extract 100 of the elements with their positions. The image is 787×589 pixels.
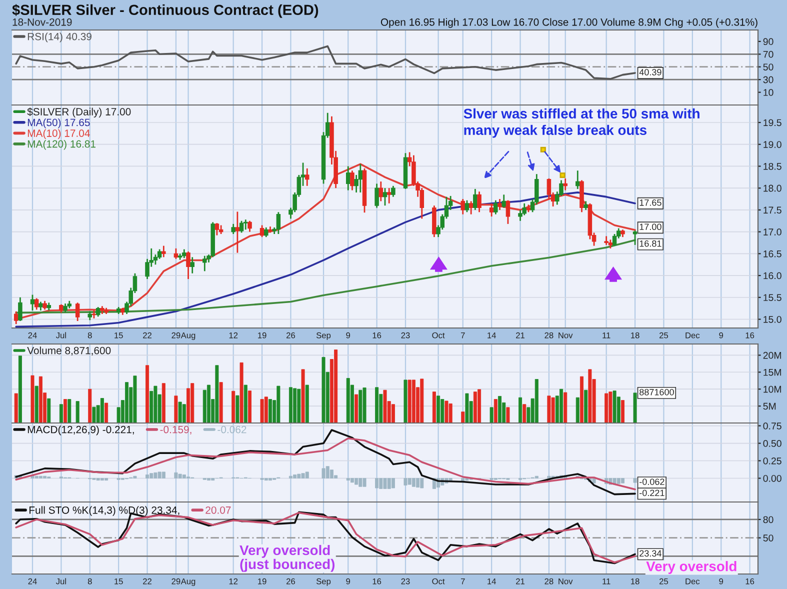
y-tick-label: 10 — [764, 89, 774, 96]
y-tick-label: 50 — [763, 534, 774, 542]
annotation: -0.062 — [640, 478, 664, 485]
y-tick-label: 80 — [763, 516, 774, 524]
legend-label: MA(50) 17.65 — [28, 118, 90, 128]
x-tick-label: Oct — [432, 578, 445, 584]
y-tick-label: 15.5 — [764, 294, 782, 302]
x-tick-label: 11 — [602, 332, 610, 338]
y-tick-label: 0.00 — [763, 474, 782, 482]
y-tick-label: 19.0 — [764, 141, 782, 148]
x-tick-label: 23 — [401, 332, 410, 338]
chart-title: $SILVER Silver - Continuous Contract (EOD) — [12, 4, 318, 18]
y-tick-label: 90 — [763, 38, 774, 46]
y-tick-label: 15M — [764, 368, 781, 376]
annotation: -0.221 — [640, 490, 664, 496]
x-tick-label: 25 — [660, 578, 668, 584]
x-tick-label: Dec — [686, 332, 700, 338]
x-tick-label: 7 — [460, 332, 465, 338]
y-tick-label: 0.25 — [763, 457, 782, 464]
legend-label: MA(10) 17.04 — [28, 129, 90, 139]
y-tick-label: 19.5 — [764, 119, 782, 126]
x-tick-label: 21 — [516, 578, 524, 584]
x-tick-label: 11 — [602, 578, 610, 584]
x-tick-label: 18 — [631, 332, 640, 338]
y-tick-label: 15.0 — [764, 316, 782, 323]
x-tick-label: 28 — [544, 332, 554, 338]
x-tick-label: Aug — [180, 578, 196, 586]
y-tick-label: 30 — [763, 76, 774, 84]
x-tick-label: Sep — [316, 332, 331, 340]
y-tick-label: 5M — [763, 402, 776, 410]
y-tick-label: 70 — [763, 50, 774, 58]
x-tick-label: 23 — [401, 578, 410, 584]
x-tick-label: 14 — [488, 332, 496, 338]
x-tick-label: Jul — [56, 332, 66, 338]
x-tick-label: Jul — [56, 578, 66, 584]
x-tick-label: 25 — [660, 332, 668, 338]
legend-label: -0.159, — [160, 426, 192, 434]
x-tick-label: 22 — [143, 332, 152, 338]
x-tick-label: 29 — [172, 332, 180, 338]
x-tick-label: 9 — [346, 332, 350, 338]
annotation: 16.81 — [640, 240, 662, 247]
x-tick-label: 24 — [28, 332, 37, 338]
y-tick-label: 17.5 — [764, 206, 782, 214]
annotation: 17.65 — [640, 199, 662, 206]
y-tick-label: 18.5 — [764, 162, 782, 170]
annotation: Very oversold (just bounced) — [240, 544, 335, 572]
y-tick-label: 16.0 — [764, 272, 782, 280]
text: Open 16.95 High 17.03 Low 16.70 Close 17.00 Volume 8.9M Chg +0.05 (+0.31%) — [380, 18, 758, 28]
x-tick-label: 12 — [229, 332, 238, 338]
x-tick-label: 16 — [746, 578, 754, 584]
x-tick-label: 16 — [746, 332, 754, 338]
x-tick-label: 7 — [460, 578, 465, 584]
x-tick-label: 8 — [88, 578, 92, 584]
x-tick-label: 26 — [286, 578, 295, 584]
x-tick-label: Dec — [686, 578, 700, 584]
y-tick-label: 16.5 — [764, 250, 782, 258]
x-tick-label: 19 — [258, 578, 266, 584]
x-tick-label: 16 — [372, 578, 382, 584]
x-tick-label: 19 — [258, 332, 266, 338]
legend-label: $SILVER (Daily) 17.00 — [27, 108, 131, 118]
x-tick-label: 9 — [719, 578, 724, 584]
x-tick-label: 8 — [88, 332, 92, 338]
chart-subtitle: 18-Nov-2019 — [12, 18, 72, 26]
x-tick-label: 22 — [143, 578, 152, 584]
x-tick-label: 24 — [28, 578, 37, 584]
x-tick-label: 9 — [719, 332, 724, 338]
annotation: Slver was stiffled at the 50 sma with many weak false break outs — [464, 108, 700, 138]
y-tick-label: 10M — [764, 386, 781, 393]
annotation: 23.34 — [640, 550, 662, 557]
x-tick-label: 29 — [172, 578, 180, 584]
x-tick-label: 21 — [516, 332, 524, 338]
legend-label: RSI(14) 40.39 — [28, 32, 92, 42]
y-tick-label: 0.50 — [763, 440, 782, 447]
annotation: 17.00 — [640, 224, 662, 230]
x-tick-label: 14 — [488, 578, 496, 584]
y-tick-label: 17.0 — [764, 228, 782, 236]
x-tick-label: 18 — [631, 578, 640, 584]
x-tick-label: Oct — [432, 332, 445, 338]
legend-label: -0.062 — [218, 426, 246, 434]
x-tick-label: 15 — [114, 578, 123, 584]
x-tick-label: Sep — [316, 578, 331, 586]
annotation: Very oversold — [646, 561, 736, 574]
x-tick-label: 16 — [372, 332, 382, 338]
legend-label: MA(120) 16.81 — [28, 140, 96, 150]
x-tick-label: 12 — [229, 578, 238, 584]
y-tick-label: 20M — [763, 352, 781, 359]
x-tick-label: Nov — [558, 578, 573, 584]
legend-label: Volume 8,871,600 — [27, 346, 111, 356]
x-tick-label: Aug — [180, 332, 196, 340]
legend-label: Full STO %K(14,3) %D(3) 23.34, — [30, 506, 180, 516]
y-tick-label: 18.0 — [764, 184, 782, 192]
y-tick-label: 0.75 — [763, 422, 782, 430]
annotation: 40.39 — [639, 69, 662, 76]
legend-label: 20.07 — [206, 506, 231, 514]
legend-label: MACD(12,26,9) -0.221, — [28, 426, 134, 436]
x-tick-label: Nov — [558, 332, 573, 338]
x-tick-label: 9 — [346, 578, 350, 584]
y-tick-label: 50 — [763, 64, 774, 70]
x-tick-label: 15 — [114, 332, 123, 338]
x-tick-label: 26 — [286, 332, 295, 338]
